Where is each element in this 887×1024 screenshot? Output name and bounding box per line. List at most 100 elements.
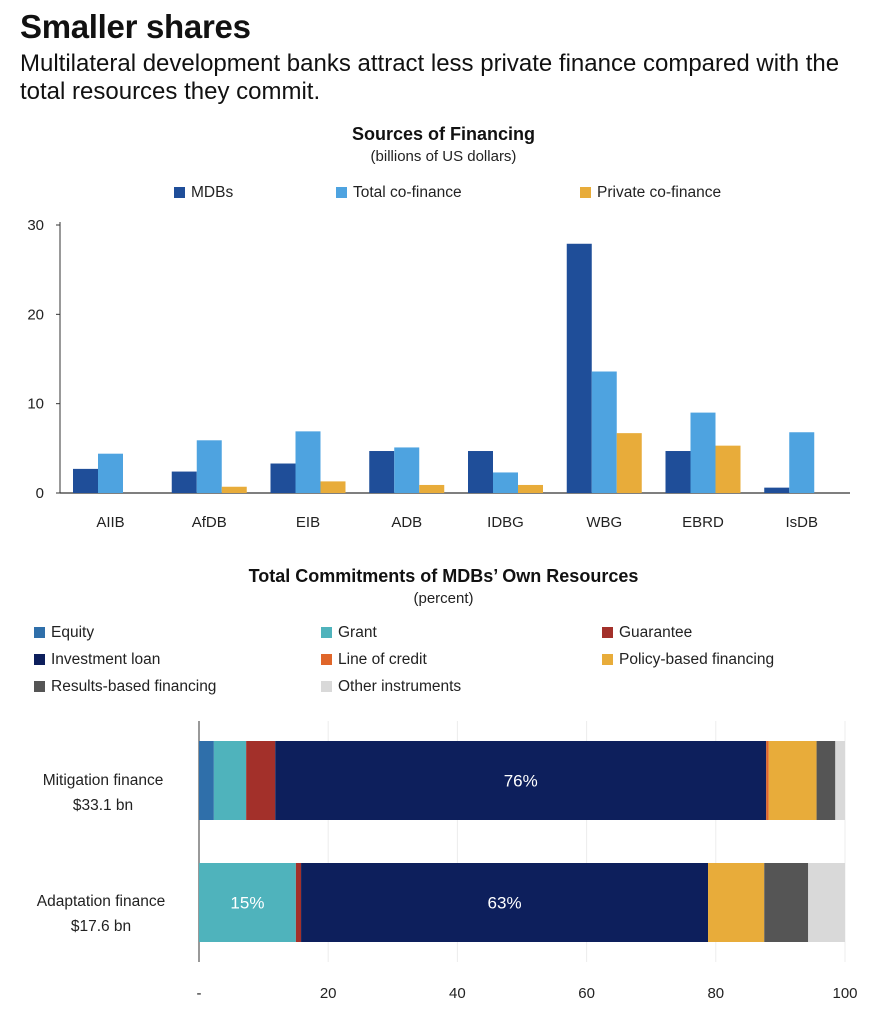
y-tick-label: 0 <box>36 485 44 502</box>
segment-adaptation-finance-results-based-financing <box>764 863 809 942</box>
legend-label-policy-based-financing: Policy-based financing <box>619 651 775 668</box>
segment-adaptation-finance-investment-loan <box>301 863 709 942</box>
legend-swatch-investment-loan <box>34 654 45 665</box>
segment-adaptation-finance-grant <box>199 863 296 942</box>
legend-label-investment-loan: Investment loan <box>51 651 161 668</box>
data-label-mitigation-finance-investment-loan: 76% <box>504 772 538 791</box>
bar-ebrd-total-co-finance <box>690 412 716 493</box>
row-label-mitigation-amount: $33.1 bn <box>72 797 134 814</box>
bar-eib-total-co-finance <box>295 431 321 493</box>
x-tick-label-idbg: IDBG <box>487 514 524 531</box>
bar-wbg-mdbs <box>566 243 592 493</box>
y-tick-label: 10 <box>27 396 44 413</box>
segment-adaptation-finance-policy-based-financing <box>708 863 765 942</box>
legend-item-other-instruments: Other instruments <box>321 678 461 696</box>
legend-item-equity: Equity <box>34 624 94 642</box>
x-tick-label: - <box>197 985 202 1002</box>
segment-adaptation-finance-other-instruments <box>808 863 845 942</box>
bar-ebrd-private-co-finance <box>715 445 741 493</box>
legend-swatch-results-based-financing <box>34 681 45 692</box>
segment-mitigation-finance-grant <box>213 741 247 820</box>
legend-item-grant: Grant <box>321 624 377 642</box>
x-tick-label: 60 <box>578 985 595 1002</box>
legend-item-line-of-credit: Line of credit <box>321 651 427 669</box>
segment-adaptation-finance-guarantee <box>295 863 302 942</box>
legend-label-line-of-credit: Line of credit <box>338 651 427 668</box>
row-label-mitigation-name: Mitigation finance <box>42 772 164 789</box>
legend-item-mdbs: MDBs <box>174 184 233 202</box>
legend-item-guarantee: Guarantee <box>602 624 692 642</box>
x-tick-label: 100 <box>832 985 857 1002</box>
bar-afdb-mdbs <box>171 471 197 493</box>
bar-eib-mdbs <box>270 463 296 493</box>
x-tick-label-adb: ADB <box>391 514 422 531</box>
legend-item-private-co-finance: Private co-finance <box>580 184 721 202</box>
stacked-chart-title: Total Commitments of MDBs’ Own Resources <box>248 566 639 586</box>
legend-label-equity: Equity <box>51 624 95 641</box>
legend-swatch-equity <box>34 627 45 638</box>
segment-mitigation-finance-policy-based-financing <box>768 741 817 820</box>
legend-swatch-line-of-credit <box>321 654 332 665</box>
bar-wbg-private-co-finance <box>616 433 642 493</box>
row-label-adaptation-amount: $17.6 bn <box>70 918 132 935</box>
bar-chart-subtitle: (billions of US dollars) <box>370 148 517 165</box>
row-label-adaptation: Adaptation finance $17.6 bn <box>14 889 188 939</box>
bar-ebrd-mdbs <box>665 451 691 493</box>
legend-label-guarantee: Guarantee <box>619 624 693 641</box>
page-title: Smaller shares <box>20 8 251 45</box>
legend-swatch-mdbs <box>174 187 185 198</box>
segment-mitigation-finance-equity <box>199 741 214 820</box>
page-subtitle: Multilateral development banks attract l… <box>20 50 840 105</box>
x-tick-label-ebrd: EBRD <box>682 514 724 531</box>
x-tick-label-eib: EIB <box>296 514 320 531</box>
y-tick-label: 30 <box>27 217 44 234</box>
segment-mitigation-finance-investment-loan <box>275 741 767 820</box>
bar-wbg-total-co-finance <box>591 371 617 493</box>
bar-eib-private-co-finance <box>320 481 346 493</box>
x-tick-label-wbg: WBG <box>586 514 622 531</box>
bar-chart-title: Sources of Financing <box>351 124 536 144</box>
legend-swatch-grant <box>321 627 332 638</box>
legend-label-results-based-financing: Results-based financing <box>51 678 217 695</box>
x-tick-label: 20 <box>320 985 337 1002</box>
data-label-adaptation-finance-investment-loan: 63% <box>488 894 522 913</box>
y-tick-label: 20 <box>27 306 44 323</box>
legend-swatch-total-co-finance <box>336 187 347 198</box>
bar-adb-total-co-finance <box>394 447 420 493</box>
legend-item-results-based-financing: Results-based financing <box>34 678 216 696</box>
bar-idbg-total-co-finance <box>493 472 518 493</box>
bar-idbg-mdbs <box>468 451 493 493</box>
segment-mitigation-finance-other-instruments <box>835 741 845 820</box>
bar-idbg-private-co-finance <box>518 484 543 493</box>
legend-label-private-co-finance: Private co-finance <box>597 184 722 201</box>
legend-item-total-co-finance: Total co-finance <box>336 184 462 202</box>
row-label-mitigation: Mitigation finance $33.1 bn <box>18 768 188 818</box>
segment-mitigation-finance-results-based-financing <box>816 741 836 820</box>
bar-afdb-total-co-finance <box>196 440 222 493</box>
bar-afdb-private-co-finance <box>221 486 247 493</box>
legend-swatch-guarantee <box>602 627 613 638</box>
bar-isdb-mdbs <box>764 487 790 493</box>
stacked-chart-subtitle: (percent) <box>413 590 474 607</box>
x-tick-label-afdb: AfDB <box>192 514 227 531</box>
row-label-adaptation-name: Adaptation finance <box>36 893 166 910</box>
bar-aiib-total-co-finance <box>98 453 123 493</box>
bar-adb-private-co-finance <box>419 484 445 493</box>
bar-isdb-total-co-finance <box>789 432 815 493</box>
segment-mitigation-finance-line-of-credit <box>766 741 769 820</box>
x-tick-label-isdb: IsDB <box>785 514 818 531</box>
legend-item-policy-based-financing: Policy-based financing <box>602 651 774 669</box>
legend-label-grant: Grant <box>338 624 377 641</box>
legend-label-other-instruments: Other instruments <box>338 678 462 695</box>
legend-item-investment-loan: Investment loan <box>34 651 160 669</box>
bar-aiib-mdbs <box>73 468 98 493</box>
bar-adb-mdbs <box>369 451 395 493</box>
legend-swatch-private-co-finance <box>580 187 591 198</box>
legend-swatch-other-instruments <box>321 681 332 692</box>
segment-mitigation-finance-guarantee <box>246 741 276 820</box>
legend-swatch-policy-based-financing <box>602 654 613 665</box>
x-tick-label: 40 <box>449 985 466 1002</box>
legend-label-total-co-finance: Total co-finance <box>353 184 462 201</box>
